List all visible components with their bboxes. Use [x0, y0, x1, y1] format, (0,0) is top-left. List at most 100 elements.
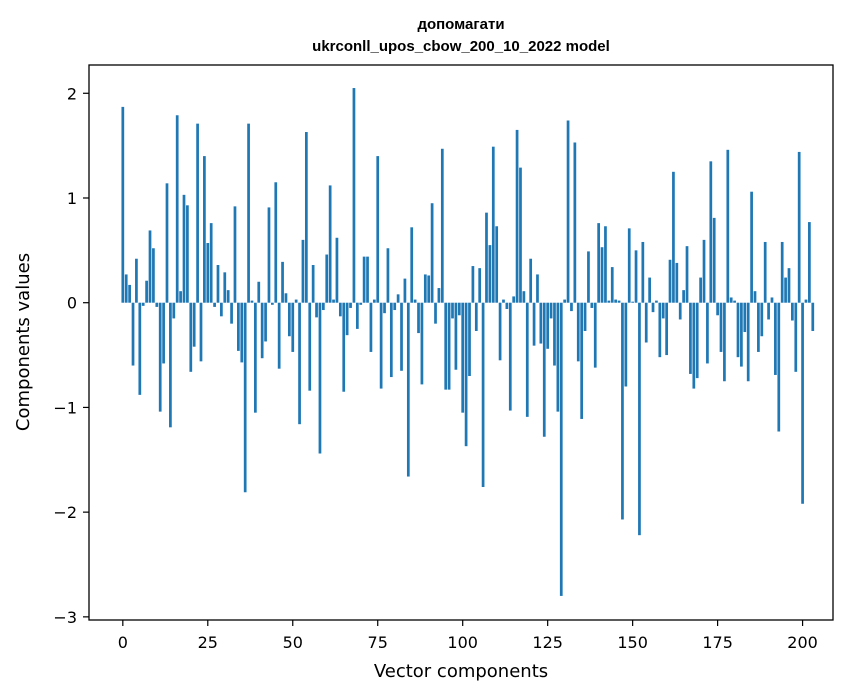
bar-61 — [328, 185, 332, 303]
bar-67 — [349, 302, 352, 308]
bar-12 — [162, 302, 165, 364]
y-tick-label--3: −3 — [53, 608, 77, 627]
y-axis-label: Components values — [13, 253, 34, 431]
bar-198 — [794, 302, 798, 372]
bar-191 — [770, 297, 774, 303]
bar-115 — [512, 296, 516, 303]
bar-164 — [678, 302, 682, 320]
bar-32 — [230, 302, 233, 324]
bar-179 — [729, 297, 733, 303]
bar-111 — [498, 302, 502, 361]
bar-82 — [400, 302, 403, 371]
bar-195 — [784, 277, 787, 303]
bar-103 — [471, 266, 475, 303]
bar-80 — [393, 302, 397, 311]
bar-42 — [264, 302, 267, 342]
bar-152 — [638, 302, 641, 536]
bar-91 — [430, 203, 434, 303]
bar-154 — [644, 302, 648, 343]
bar-135 — [580, 302, 584, 419]
bar-55 — [308, 302, 312, 391]
bar-54 — [304, 132, 308, 303]
bar-14 — [169, 302, 172, 428]
bar-102 — [468, 302, 471, 377]
bar-73 — [369, 302, 373, 352]
bar-49 — [288, 302, 291, 337]
bar-4 — [135, 258, 138, 303]
bar-38 — [250, 300, 254, 303]
bar-87 — [417, 302, 420, 334]
bar-7 — [145, 280, 148, 303]
bar-180 — [733, 300, 736, 303]
bar-40 — [257, 281, 261, 303]
bar-145 — [614, 299, 618, 303]
bar-3 — [131, 302, 135, 366]
bar-16 — [175, 115, 179, 303]
bar-69 — [355, 302, 359, 329]
bar-112 — [502, 299, 505, 303]
bar-75 — [376, 156, 380, 303]
x-axis-label: Vector components — [374, 661, 548, 682]
bar-64 — [338, 302, 342, 317]
bar-165 — [682, 290, 685, 303]
x-tick-label-150: 150 — [617, 633, 648, 652]
bar-46 — [277, 302, 281, 369]
x-tick-label-0: 0 — [118, 633, 128, 652]
bar-79 — [389, 302, 393, 378]
bar-86 — [413, 299, 417, 303]
bar-143 — [607, 300, 611, 303]
bar-39 — [254, 302, 257, 413]
bar-144 — [610, 267, 614, 303]
bar-48 — [284, 293, 288, 303]
x-axis-ticks: 0 25 50 75 100 125 150 175 200 — [118, 620, 818, 652]
chart-title-line1: допомагати — [417, 16, 504, 33]
bar-174 — [712, 217, 716, 303]
bar-10 — [155, 302, 159, 307]
bar-153 — [641, 241, 645, 303]
bar-19 — [186, 205, 189, 303]
bar-166 — [685, 246, 689, 303]
bar-169 — [695, 302, 699, 379]
bar-59 — [321, 302, 325, 311]
bar-159 — [661, 302, 665, 319]
bar-203 — [811, 302, 815, 331]
bar-138 — [590, 302, 594, 308]
y-tick-label-1: 1 — [67, 189, 77, 208]
bar-149 — [627, 228, 631, 303]
bar-29 — [220, 302, 223, 317]
y-tick-label-0: 0 — [67, 294, 77, 313]
bar-76 — [379, 302, 383, 389]
x-tick-label-200: 200 — [787, 633, 818, 652]
bar-178 — [726, 149, 730, 303]
bar-196 — [787, 268, 791, 303]
chart-title-line2: ukrconll_upos_cbow_200_10_2022 model — [312, 38, 610, 55]
bar-56 — [311, 265, 315, 303]
bar-199 — [797, 151, 801, 303]
bar-41 — [260, 302, 264, 359]
bar-172 — [706, 302, 709, 364]
bar-128 — [556, 302, 560, 412]
bar-89 — [423, 274, 427, 303]
bar-124 — [542, 302, 546, 437]
bar-22 — [196, 123, 199, 303]
bar-47 — [281, 261, 284, 303]
bar-98 — [454, 302, 458, 370]
bar-117 — [519, 167, 522, 303]
bar-81 — [396, 294, 400, 303]
bar-94 — [440, 148, 444, 303]
bar-132 — [570, 302, 573, 312]
bar-168 — [692, 302, 696, 389]
bar-133 — [573, 142, 577, 303]
y-tick-label-2: 2 — [67, 84, 77, 103]
bar-161 — [668, 259, 672, 303]
bar-1 — [124, 274, 128, 303]
bar-105 — [478, 268, 482, 303]
bar-104 — [474, 302, 478, 331]
bar-110 — [495, 226, 499, 303]
bar-130 — [563, 299, 567, 303]
bar-141 — [600, 247, 604, 303]
bar-30 — [223, 272, 227, 303]
bar-84 — [406, 302, 410, 477]
bar-45 — [274, 182, 278, 303]
